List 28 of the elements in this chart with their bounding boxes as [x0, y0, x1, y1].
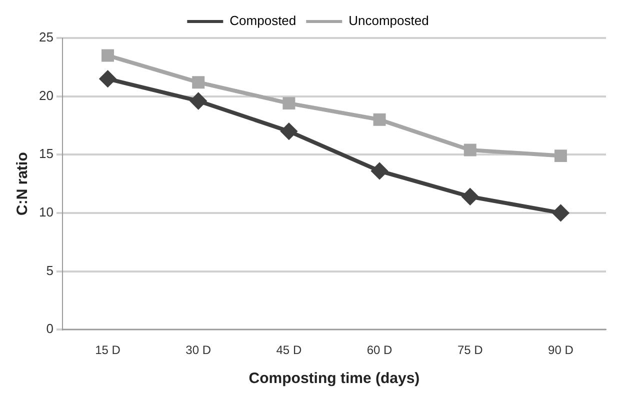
point — [190, 92, 206, 109]
x-tick-label: 90 D — [548, 343, 574, 358]
y-tick-label: 5 — [46, 262, 54, 278]
point — [373, 113, 386, 126]
point — [280, 123, 297, 140]
y-tick-label: 15 — [38, 146, 54, 162]
y-tick-label: 20 — [38, 88, 54, 103]
x-tick-label: 75 D — [457, 343, 484, 358]
x-axis-title: Composting time (days) — [248, 370, 420, 388]
x-tick-label: 30 D — [186, 343, 212, 358]
point — [192, 76, 205, 89]
y-tick-label: 10 — [38, 204, 54, 220]
point — [464, 144, 476, 156]
legend-label: Composted — [230, 13, 296, 28]
x-tick-label: 45 D — [276, 343, 302, 358]
point — [554, 150, 567, 162]
point — [282, 97, 296, 110]
x-tick-label: 60 D — [366, 343, 393, 358]
point — [102, 49, 114, 62]
legend-label: Uncomposted — [348, 13, 429, 28]
point — [372, 162, 388, 179]
y-axis-title: C:N ratio — [14, 152, 32, 216]
y-tick-label: 25 — [38, 30, 54, 45]
x-tick-label: 15 D — [95, 343, 121, 358]
point — [552, 204, 569, 221]
point — [462, 188, 478, 205]
point — [100, 70, 116, 87]
y-tick-label: 0 — [46, 321, 54, 336]
